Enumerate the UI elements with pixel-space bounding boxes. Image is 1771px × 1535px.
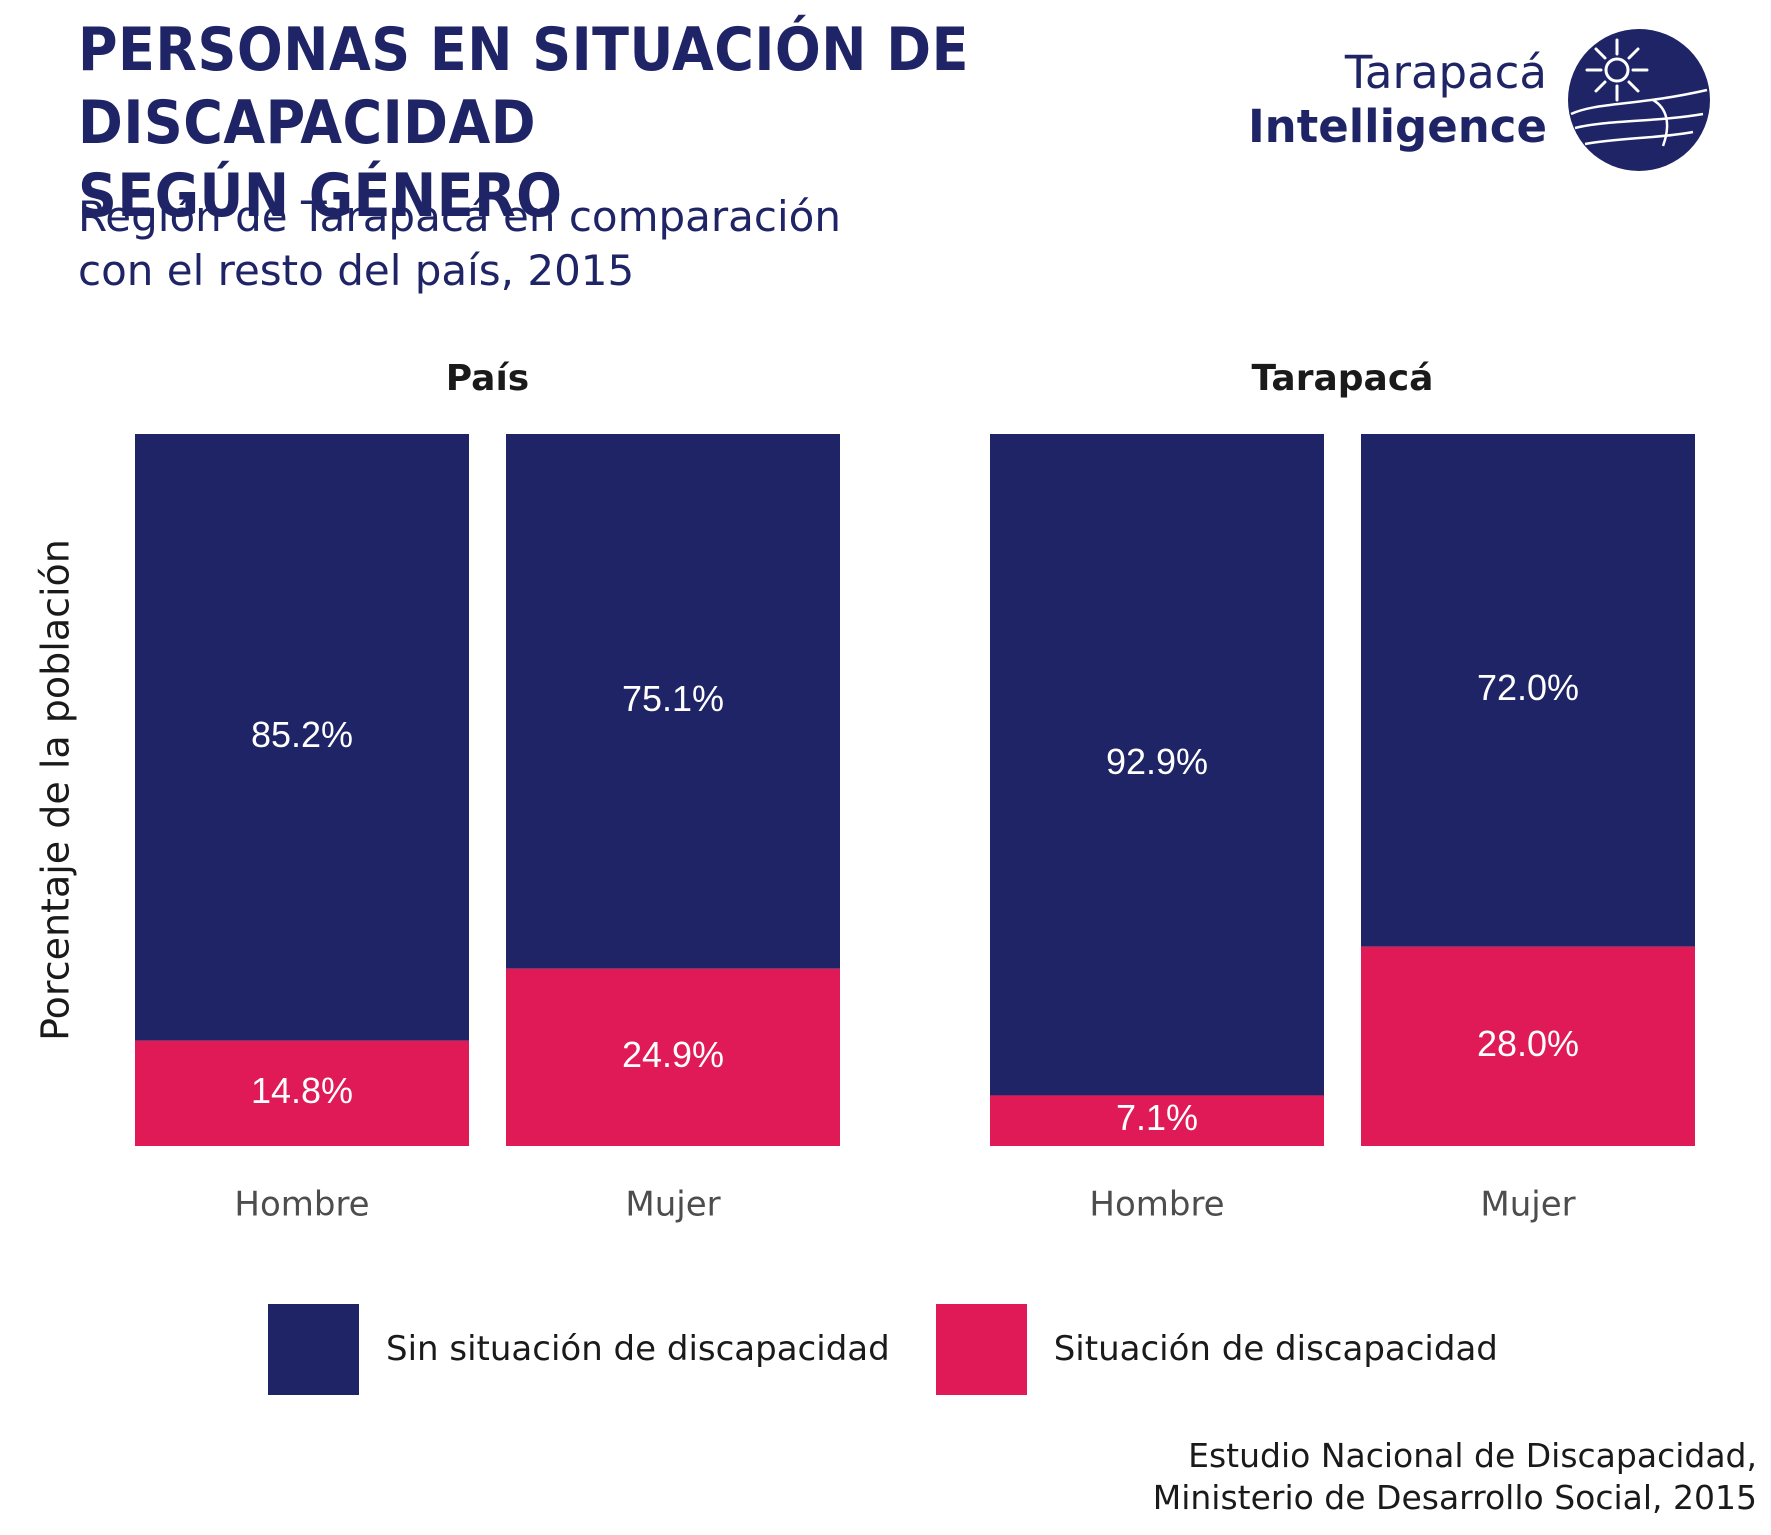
y-axis-label: Porcentaje de la población [34,539,78,1041]
chart-title-line2: SEGÚN GÉNERO [78,161,563,231]
bar-sin-discapacidad-pais-hombre [135,434,469,1041]
data-label-discapacidad-tarapaca-hombre: 7.1% [1116,1097,1198,1138]
logo-text: Tarapacá Intelligence [1248,46,1547,154]
chart-title-line1: PERSONAS EN SITUACIÓN DE DISCAPACIDAD [78,15,969,158]
bar-sin-discapacidad-pais-mujer [506,434,840,969]
bar-sin-discapacidad-tarapaca-mujer [1361,434,1695,947]
chart-title: PERSONAS EN SITUACIÓN DE DISCAPACIDAD SE… [78,14,1178,233]
data-label-sin-discapacidad-tarapaca-mujer: 72.0% [1477,667,1579,708]
data-label-discapacidad-pais-mujer: 24.9% [622,1034,724,1075]
panel-title-pais: País [446,358,529,399]
logo-line2: Intelligence [1247,100,1547,153]
bar-discapacidad-pais-mujer [506,968,840,1146]
legend-label-sin-discapacidad: Sin situación de discapacidad [386,1329,890,1369]
stacked-bar-chart: Porcentaje de la población País 85.2% 14.8%… [34,358,1695,1225]
data-label-sin-discapacidad-pais-mujer: 75.1% [622,678,724,719]
logo-line1: Tarapacá [1344,46,1547,99]
source-line2: Ministerio de Desarrollo Social, 2015 [1152,1478,1757,1517]
chart-subtitle: Región de Tarapacá en comparación con el… [78,190,978,298]
source-note: Estudio Nacional de Discapacidad, Minist… [1153,1435,1757,1519]
tarapaca-intelligence-logo: Tarapacá Intelligence [1248,28,1711,172]
legend-swatch-sin-discapacidad [268,1303,359,1395]
legend-swatch-discapacidad [935,1303,1027,1395]
data-label-discapacidad-tarapaca-mujer: 28.0% [1477,1023,1579,1064]
x-tick-label-tarapaca-hombre: Hombre [1089,1185,1224,1225]
legend-label-discapacidad: Situación de discapacidad [1053,1329,1498,1369]
data-label-sin-discapacidad-tarapaca-hombre: 92.9% [1106,741,1208,782]
legend-item-sin-discapacidad: Sin situación de discapacidad [268,1303,890,1395]
bar-discapacidad-tarapaca-mujer [1361,946,1695,1146]
globe-sun-icon [1568,29,1710,171]
x-tick-label-pais-mujer: Mujer [625,1185,720,1225]
source-line1: Estudio Nacional de Discapacidad, [1188,1436,1757,1475]
x-tick-label-tarapaca-mujer: Mujer [1480,1185,1575,1225]
x-tick-label-pais-hombre: Hombre [234,1185,369,1225]
data-label-sin-discapacidad-pais-hombre: 85.2% [251,714,353,755]
panel-title-tarapaca: Tarapacá [1252,358,1434,399]
bar-sin-discapacidad-tarapaca-hombre [990,434,1324,1096]
legend-item-discapacidad: Situación de discapacidad [935,1303,1498,1395]
chart-subtitle-line2: con el resto del país, 2015 [78,246,635,295]
legend: Sin situación de discapacidad Situación … [268,1303,1544,1395]
bar-discapacidad-pais-hombre [135,1040,469,1146]
chart-subtitle-line1: Región de Tarapacá en comparación [78,192,841,241]
data-label-discapacidad-pais-hombre: 14.8% [251,1070,353,1111]
bar-discapacidad-tarapaca-hombre [990,1095,1324,1146]
